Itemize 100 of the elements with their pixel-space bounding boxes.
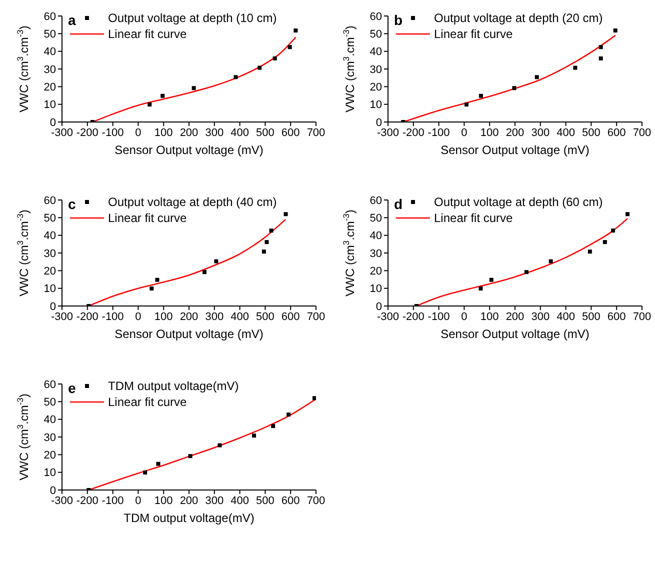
x-tick-label: 200 xyxy=(180,310,198,323)
y-tick-label: 20 xyxy=(370,266,382,278)
point xyxy=(150,286,154,291)
x-tick-label: 500 xyxy=(256,126,274,139)
x-tick-label: 100 xyxy=(154,126,173,139)
point xyxy=(269,228,274,233)
y-tick-label: 20 xyxy=(44,450,56,462)
x-tick-label: 0 xyxy=(135,310,142,323)
x-axis-title: TDM output voltage(mV) xyxy=(124,511,254,525)
y-tick-label: 40 xyxy=(44,46,56,58)
x-tick-label: -200 xyxy=(76,126,98,139)
legend-label: Linear fit curve xyxy=(108,26,187,42)
y-tick-label: 40 xyxy=(44,414,56,426)
point xyxy=(156,462,160,466)
x-axis-title: Sensor Output voltage (mV) xyxy=(114,327,264,341)
y-tick-label: 30 xyxy=(44,248,56,260)
y-tick-label: 60 xyxy=(44,194,56,207)
point xyxy=(294,28,298,32)
point xyxy=(284,212,288,216)
x-tick-label: -200 xyxy=(76,494,98,507)
y-tick-label: 0 xyxy=(376,116,382,129)
line-series xyxy=(92,36,296,122)
point xyxy=(548,259,553,264)
y-tick-label: 50 xyxy=(44,396,56,409)
x-tick-label: 100 xyxy=(154,494,173,507)
y-tick-label: 60 xyxy=(44,378,56,391)
point xyxy=(312,396,316,400)
x-tick-label: 700 xyxy=(306,126,326,139)
legend-label: Output voltage at depth (10 cm) xyxy=(108,10,277,26)
x-tick-label: -300 xyxy=(50,126,74,139)
point xyxy=(188,454,192,458)
x-axis-title: Sensor Output voltage (mV) xyxy=(114,143,264,157)
y-tick-label: 40 xyxy=(44,230,56,242)
point xyxy=(264,240,269,244)
legend-label: Output voltage at depth (40 cm) xyxy=(108,194,277,210)
legend-label: Linear fit curve xyxy=(434,26,513,42)
x-tick-label: 400 xyxy=(230,494,249,507)
x-tick-label: 100 xyxy=(480,310,499,323)
x-tick-label: 500 xyxy=(582,126,600,139)
y-tick-label: 0 xyxy=(50,116,56,129)
point xyxy=(286,412,291,417)
point xyxy=(598,45,603,50)
x-tick-label: 600 xyxy=(607,126,626,139)
point xyxy=(611,228,616,233)
y-tick-label: 0 xyxy=(376,300,382,313)
x-tick-label: 300 xyxy=(205,126,224,139)
x-tick-label: 400 xyxy=(556,310,575,323)
x-tick-label: 300 xyxy=(531,126,550,139)
y-tick-label: 10 xyxy=(44,99,56,112)
legend-label: Output voltage at depth (20 cm) xyxy=(434,10,603,26)
point xyxy=(234,75,238,80)
x-tick-label: 500 xyxy=(582,310,600,323)
x-tick-label: 700 xyxy=(632,126,652,139)
x-tick-label: -100 xyxy=(102,126,124,139)
point xyxy=(524,270,528,274)
point xyxy=(602,240,607,244)
x-tick-label: 700 xyxy=(632,310,652,323)
y-tick-label: 60 xyxy=(44,10,56,23)
point xyxy=(160,94,165,98)
y-tick-label: 20 xyxy=(44,266,56,278)
x-tick-label: 100 xyxy=(480,126,499,139)
legend-label: Output voltage at depth (60 cm) xyxy=(434,194,603,210)
x-tick-label: 200 xyxy=(180,126,198,139)
y-tick-label: 10 xyxy=(370,283,382,296)
annotation: c xyxy=(68,196,76,212)
annotation: b xyxy=(394,12,403,28)
y-tick-label: 0 xyxy=(50,300,56,313)
x-tick-label: -300 xyxy=(50,310,74,323)
x-tick-label: -200 xyxy=(402,310,424,323)
annotation: a xyxy=(68,12,76,28)
y-tick-label: 50 xyxy=(44,212,56,225)
point xyxy=(202,270,206,274)
x-tick-label: -100 xyxy=(428,126,450,139)
point xyxy=(464,102,468,107)
annotation: d xyxy=(394,196,403,212)
y-tick-label: 10 xyxy=(370,99,382,112)
point xyxy=(272,56,277,60)
y-tick-label: 60 xyxy=(370,194,382,207)
point xyxy=(288,45,292,50)
x-tick-label: 200 xyxy=(506,126,524,139)
x-tick-label: 400 xyxy=(556,126,575,139)
x-tick-label: 200 xyxy=(506,310,524,323)
y-tick-label: 50 xyxy=(370,212,382,225)
y-tick-label: 30 xyxy=(370,248,382,260)
x-tick-label: 500 xyxy=(256,310,274,323)
y-tick-label: 50 xyxy=(370,28,382,41)
x-tick-label: 0 xyxy=(135,126,142,139)
x-tick-label: 300 xyxy=(205,310,224,323)
point xyxy=(192,86,196,90)
x-tick-label: 600 xyxy=(281,494,300,507)
y-tick-label: 40 xyxy=(370,230,382,242)
y-tick-label: 0 xyxy=(50,484,56,497)
x-tick-label: 700 xyxy=(306,310,326,323)
point xyxy=(148,102,152,107)
point xyxy=(478,94,483,98)
x-tick-label: 400 xyxy=(230,310,249,323)
y-tick-label: 30 xyxy=(44,64,56,76)
point xyxy=(155,278,160,282)
x-axis-title: Sensor Output voltage (mV) xyxy=(440,327,590,341)
point xyxy=(598,56,603,60)
